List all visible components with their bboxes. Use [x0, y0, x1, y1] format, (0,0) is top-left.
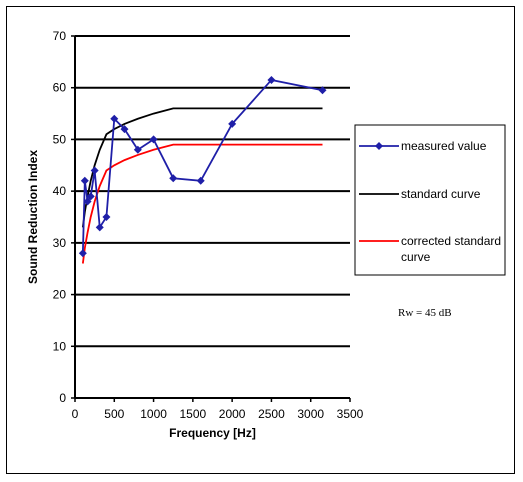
data-point-measured-value-14: [267, 75, 276, 84]
y-axis-label: Sound Reduction Index: [26, 150, 40, 284]
data-point-measured-value-15: [318, 86, 327, 95]
data-point-measured-value-11: [169, 174, 178, 183]
legend-marker-measured-value: [375, 142, 383, 150]
x-tick-label-2000: 2000: [219, 407, 246, 421]
rw-annotation: Rw = 45 dB: [398, 307, 452, 319]
x-axis-label: Frequency [Hz]: [169, 426, 256, 440]
y-tick-label-50: 50: [53, 132, 67, 146]
legend-label-standard-curve: standard curve: [401, 187, 481, 201]
legend-label-corrected-standard-curve: corrected standard curve: [401, 234, 501, 264]
x-tick-label-2500: 2500: [258, 407, 285, 421]
x-tick-label-0: 0: [72, 407, 79, 421]
data-point-measured-value-0: [78, 249, 87, 258]
data-point-measured-value-12: [196, 176, 205, 185]
legend-label-measured-value: measured value: [401, 139, 487, 153]
x-tick-label-1000: 1000: [140, 407, 167, 421]
data-point-measured-value-4: [90, 166, 99, 175]
x-tick-label-500: 500: [104, 407, 124, 421]
data-point-measured-value-1: [80, 176, 89, 185]
legend: measured value standard curve corrected st…: [354, 124, 506, 276]
data-point-measured-value-9: [133, 145, 142, 154]
data-point-measured-value-10: [149, 135, 158, 144]
series-line-corrected-standard-curve: [81, 143, 323, 264]
legend-box: [354, 124, 506, 276]
data-point-measured-value-6: [102, 213, 111, 221]
axes: [71, 35, 351, 402]
data-point-measured-value-5: [95, 223, 104, 232]
data-point-measured-value-7: [110, 114, 119, 123]
y-tick-label-20: 20: [53, 288, 67, 302]
y-tick-label-10: 10: [53, 339, 67, 353]
x-tick-label-3500: 3500: [337, 407, 364, 421]
gridlines: [75, 35, 350, 348]
y-tick-label-70: 70: [53, 29, 67, 43]
data-point-measured-value-3: [86, 192, 95, 201]
series-layer: [78, 75, 327, 264]
y-tick-label-30: 30: [53, 236, 67, 250]
series-line-measured-value: [81, 78, 323, 254]
tick-labels: 0 10 20 30 40 50 60 70 0 500 1000 1500 2000 2500 3000 3…: [53, 29, 364, 421]
y-tick-label-40: 40: [53, 184, 67, 198]
x-tick-label-1500: 1500: [180, 407, 207, 421]
data-point-measured-value-2: [83, 197, 92, 206]
series-line-standard-curve: [81, 107, 323, 228]
data-point-measured-value-13: [228, 119, 237, 128]
y-tick-label-60: 60: [53, 81, 67, 95]
x-tick-label-3000: 3000: [297, 407, 324, 421]
y-tick-label-0: 0: [59, 391, 66, 405]
data-point-measured-value-8: [120, 125, 129, 134]
